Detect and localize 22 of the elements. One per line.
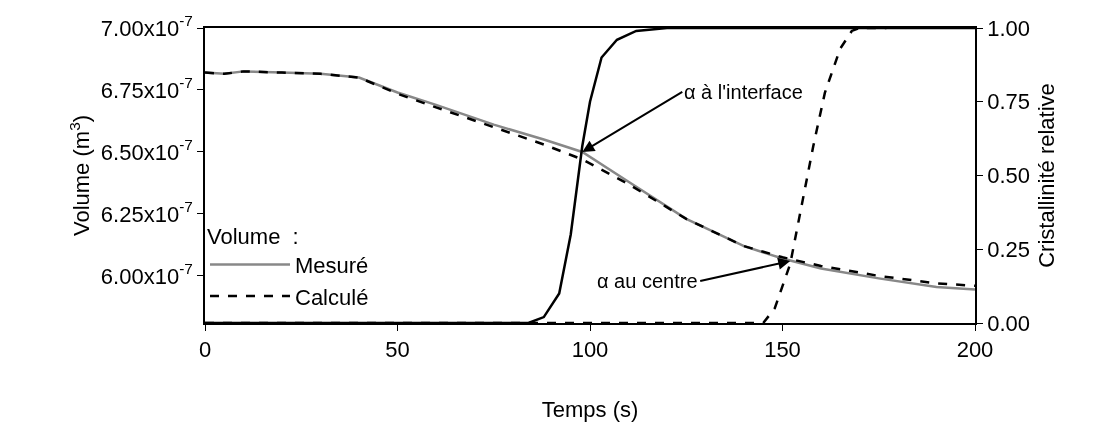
y2-tick-label: 0.75: [987, 89, 1030, 115]
x-tick-label: 200: [956, 337, 994, 363]
y2-tick-label: 1.00: [987, 15, 1030, 41]
y-tick-label: 6.00x10$^{-7}$: [100, 260, 193, 289]
y2-tick-label: 0.00: [987, 310, 1030, 336]
y2-tick-label: 0.25: [987, 236, 1030, 262]
y2-axis-title: Cristallinité relative: [1034, 83, 1060, 268]
legend-title: Volume :: [207, 223, 299, 249]
y-tick-label: 7.00x10$^{-7}$: [100, 12, 193, 41]
y2-tick-label: 0.50: [987, 163, 1030, 189]
x-axis-title: Temps (s): [541, 396, 639, 422]
y-tick-label: 6.50x10$^{-7}$: [100, 136, 193, 165]
x-tick-label: 50: [385, 337, 410, 363]
y-tick-label: 6.75x10$^{-7}$: [100, 74, 193, 103]
y-tick-label: 6.25x10$^{-7}$: [100, 198, 193, 227]
legend-label: Mesuré: [295, 253, 369, 279]
legend-label: Calculé: [295, 284, 369, 310]
annotation: α au centre: [597, 270, 698, 292]
x-tick-label: 100: [571, 337, 609, 363]
annotation: α à l'interface: [684, 81, 803, 103]
x-tick-label: 150: [764, 337, 801, 363]
x-tick-label: 0: [198, 337, 212, 363]
